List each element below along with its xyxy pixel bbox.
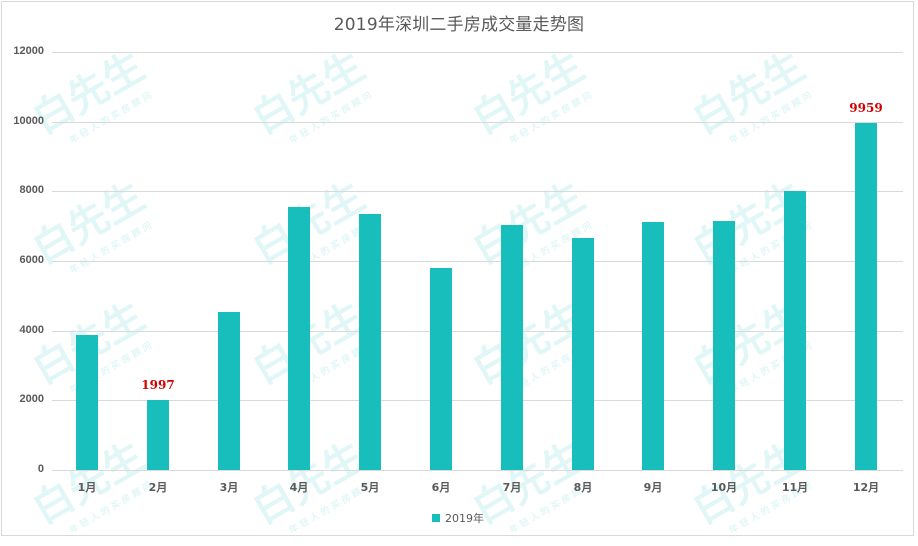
gridline (52, 52, 903, 53)
bar-10 (713, 221, 735, 470)
bar-8 (572, 238, 594, 470)
y-tick-label: 10000 (13, 115, 44, 127)
bar-5 (359, 214, 381, 470)
y-tick-label: 0 (37, 463, 44, 475)
legend-swatch-icon (432, 514, 440, 522)
x-tick-label: 10月 (710, 481, 738, 494)
x-tick-label: 6月 (431, 481, 451, 494)
bar-3 (218, 312, 240, 470)
bar-12 (855, 123, 877, 470)
y-tick-label: 2000 (19, 393, 44, 405)
bar-7 (501, 225, 523, 470)
gridline (52, 331, 903, 332)
bar-2 (147, 400, 169, 470)
bar-1 (76, 335, 98, 470)
x-tick-label: 8月 (573, 481, 593, 494)
chart-title: 2019年深圳二手房成交量走势图 (333, 15, 585, 35)
gridline (52, 400, 903, 401)
bar-6 (430, 268, 452, 470)
data-label: 9959 (849, 101, 883, 115)
legend: 2019年 (432, 510, 484, 526)
x-tick-label: 3月 (219, 481, 239, 494)
bar-11 (784, 191, 806, 470)
y-tick-label: 12000 (13, 45, 44, 57)
y-tick-label: 8000 (19, 184, 44, 196)
y-tick-label: 6000 (19, 254, 44, 266)
bar-4 (288, 207, 310, 470)
x-tick-label: 12月 (852, 481, 880, 494)
x-tick-label: 11月 (781, 481, 809, 494)
gridline (52, 122, 903, 123)
chart-frame (1, 1, 914, 536)
x-tick-label: 7月 (502, 481, 522, 494)
x-tick-label: 1月 (77, 481, 97, 494)
bar-9 (642, 222, 664, 470)
gridline (52, 191, 903, 192)
x-tick-label: 4月 (289, 481, 309, 494)
gridline (52, 261, 903, 262)
x-tick-label: 2月 (148, 481, 168, 494)
x-tick-label: 5月 (360, 481, 380, 494)
x-tick-label: 9月 (643, 481, 663, 494)
data-label: 1997 (141, 378, 175, 392)
gridline (52, 470, 903, 471)
legend-label: 2019年 (445, 512, 484, 525)
y-tick-label: 4000 (19, 324, 44, 336)
